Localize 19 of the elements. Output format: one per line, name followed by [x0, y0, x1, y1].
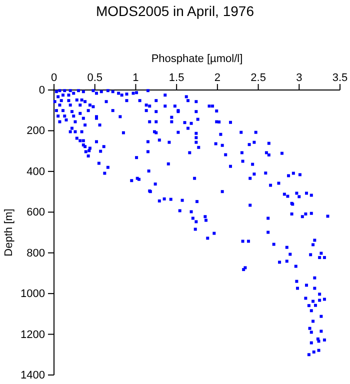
- x-tick-label: 0: [50, 72, 58, 84]
- y-tick-label: 1200: [20, 328, 45, 341]
- x-tick-label: 1.5: [168, 72, 184, 84]
- x-tick-label: 2: [214, 72, 220, 84]
- chart-title: MODS2005 in April, 1976: [96, 3, 254, 19]
- y-tick-label: 800: [26, 247, 45, 260]
- y-tick-label: 200: [26, 125, 45, 138]
- y-tick-label: 0: [38, 84, 45, 97]
- x-tick-label: 2.5: [250, 72, 266, 84]
- y-axis-title: Depth [m]: [3, 208, 15, 256]
- y-tick-label: 400: [26, 166, 45, 178]
- x-tick-label: 3.5: [332, 72, 348, 84]
- x-tick-label: 3: [296, 72, 302, 84]
- y-tick-label: 600: [26, 206, 45, 219]
- x-axis-title: Phosphate [µmol/l]: [151, 53, 243, 65]
- y-tick-label: 1000: [20, 288, 45, 300]
- y-tick-label: 1400: [20, 370, 45, 382]
- x-tick-label: 1: [132, 72, 139, 84]
- x-tick-label: 0.5: [87, 72, 103, 84]
